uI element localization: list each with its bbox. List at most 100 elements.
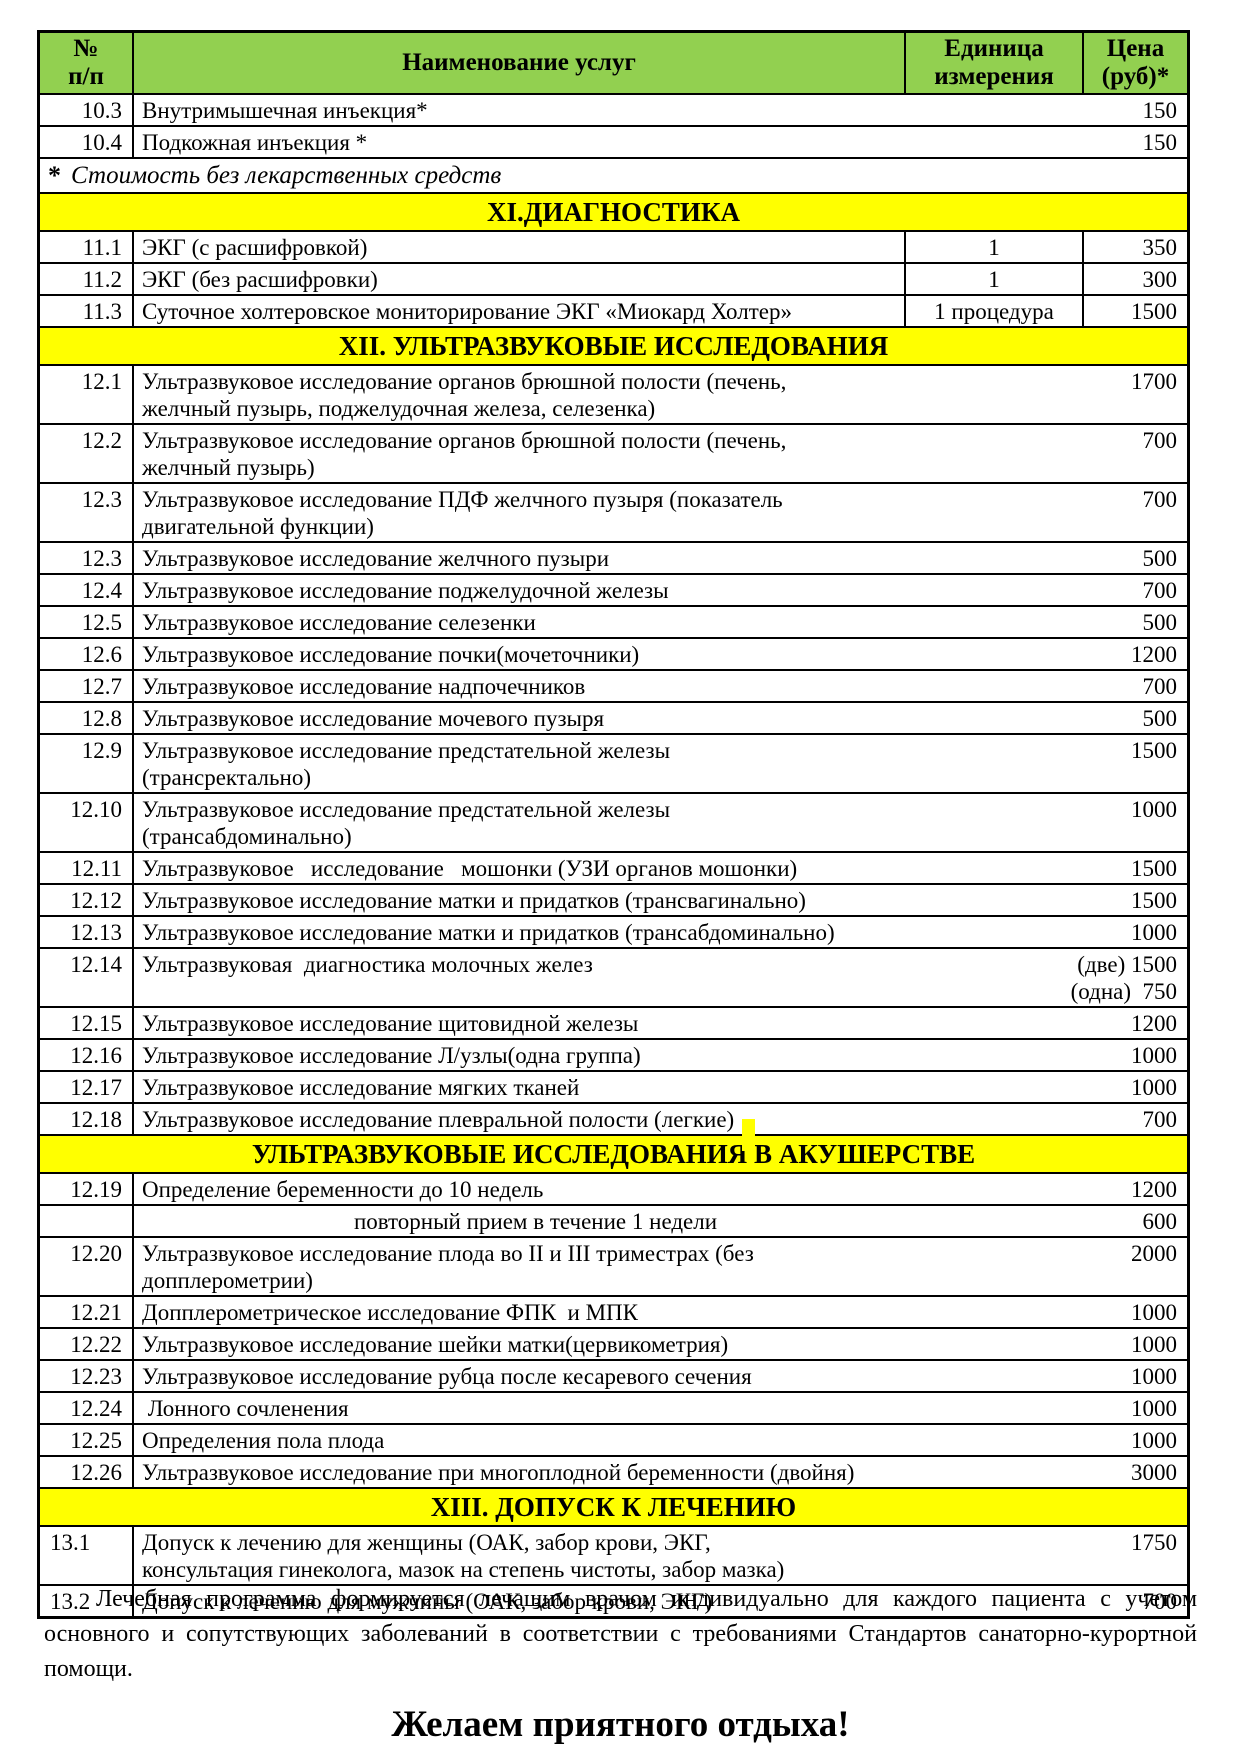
service-row: 12.10 Ультразвуковое исследование предста… (40, 794, 1187, 853)
price-cell: 1500 (1131, 888, 1177, 913)
service-row: 12.8 Ультразвуковое исследование мочевого… (40, 703, 1187, 735)
service-name-cell: Внутримышечная инъекция* (132, 95, 904, 125)
service-row: 12.2 Ультразвуковое исследование органов … (40, 425, 1187, 484)
service-name-cell: ЭКГ (без расшифровки) (132, 264, 904, 294)
service-row: 12.1 Ультразвуковое исследование органов … (40, 366, 1187, 425)
row-number-cell: 12.7 (81, 674, 122, 699)
price-cell: 700 (1142, 578, 1178, 603)
service-name-cell: Допуск к лечению для женщины (ОАК, забор… (132, 1527, 937, 1584)
row-number-cell: 12.22 (70, 1332, 122, 1357)
price-cell: 2000 (1131, 1241, 1177, 1266)
price-cell: 1000 (1131, 1300, 1177, 1325)
service-row: 12.12 Ультразвуковое исследование матки и… (40, 885, 1187, 917)
price-cell: 700 (1142, 487, 1178, 512)
row-number-cell: 12.4 (81, 578, 122, 603)
row-number-cell: 12.9 (81, 738, 122, 763)
row-number-cell: 12.15 (70, 1011, 122, 1036)
row-number-cell: 12.3 (81, 546, 122, 571)
row-number-cell: 12.2 (81, 428, 122, 453)
row-number-cell: 12.25 (70, 1428, 122, 1453)
service-name-cell: ЭКГ (с расшифровкой) (132, 232, 904, 262)
service-name-cell: Ультразвуковое исследование щитовидной ж… (132, 1008, 937, 1038)
price-cell: 1200 (1131, 642, 1177, 667)
service-row: 12.6 Ультразвуковое исследование почки(мо… (40, 639, 1187, 671)
price-cell: 700 (1142, 674, 1178, 699)
section-header-row: XI.ДИАГНОСТИКА (40, 194, 1187, 232)
service-name-cell: Ультразвуковое исследование матки и прид… (132, 917, 937, 947)
service-row: 12.17 Ультразвуковое исследование мягких … (40, 1072, 1187, 1104)
row-number-cell: 13.1 (50, 1530, 91, 1555)
table-body: 10.3 Внутримышечная инъекция* 150 10.4 Подко… (40, 95, 1187, 1616)
price-cell: 1000 (1131, 1364, 1177, 1389)
price-cell: 600 (1142, 1209, 1178, 1234)
service-row: 12.4 Ультразвуковое исследование поджелуд… (40, 575, 1187, 607)
unit-cell: 1 процедура (904, 296, 1082, 326)
service-row: 12.25 Определения пола плода 1000 (40, 1425, 1187, 1457)
footer-paragraph: Лечебная программа формируется лечащим в… (44, 1586, 1197, 1682)
row-number-cell (40, 1206, 132, 1236)
service-name-cell: Ультразвуковое исследование матки и прид… (132, 885, 937, 915)
service-name-cell: Ультразвуковое исследование плода во II … (132, 1238, 937, 1295)
service-name-cell: Допплерометрическое исследование ФПК и М… (132, 1297, 937, 1327)
price-cell: 3000 (1131, 1460, 1177, 1485)
service-row: 12.21 Допплерометрическое исследование ФП… (40, 1297, 1187, 1329)
service-name-cell: Ультразвуковое исследование органов брюш… (132, 366, 937, 423)
price-cell: 500 (1142, 546, 1178, 571)
row-number-cell: 12.26 (70, 1460, 122, 1485)
row-number-cell: 12.16 (70, 1043, 122, 1068)
service-row: 12.11 Ультразвуковое исследование мошонки… (40, 853, 1187, 885)
service-name-cell: Ультразвуковое исследование рубца после … (132, 1361, 937, 1391)
service-name-cell: Ультразвуковое исследование органов брюш… (132, 425, 937, 482)
service-row: 12.7 Ультразвуковое исследование надпочеч… (40, 671, 1187, 703)
price-cell: 150 (1142, 130, 1178, 155)
row-number-cell: 12.17 (70, 1075, 122, 1100)
price-cell: (две) 1500 (одна) 750 (1070, 952, 1177, 1004)
service-row: 12.14 Ультразвуковая диагностика молочных… (40, 949, 1187, 1008)
row-number-cell: 12.12 (70, 888, 122, 913)
service-row: 12.5 Ультразвуковое исследование селезенк… (40, 607, 1187, 639)
highlight-artifact (741, 1119, 755, 1151)
unit-cell: 1 (904, 232, 1082, 262)
row-number-cell: 10.3 (81, 98, 122, 123)
service-name-cell: Определение беременности до 10 недель (132, 1174, 937, 1204)
footer-note: Лечебная программа формируется лечащим в… (0, 1542, 1241, 1746)
price-cell: 500 (1142, 610, 1178, 635)
service-name-cell: Ультразвуковое исследование надпочечнико… (132, 671, 937, 701)
price-cell: 1000 (1131, 797, 1177, 822)
price-cell: 700 (1142, 1107, 1178, 1132)
service-name-cell: Ультразвуковое исследование желчного пуз… (132, 543, 937, 573)
service-row: 11.1 ЭКГ (с расшифровкой) 1 350 (40, 232, 1187, 264)
row-number-cell: 12.21 (70, 1300, 122, 1325)
price-cell: 1000 (1131, 1075, 1177, 1100)
price-cell: 1200 (1131, 1177, 1177, 1202)
column-header-price: Цена (руб)* (1082, 33, 1187, 93)
price-cell: 1000 (1131, 1396, 1177, 1421)
service-name-cell: Ультразвуковое исследование мошонки (УЗИ… (132, 853, 937, 883)
service-name-cell: Ультразвуковое исследование предстательн… (132, 794, 937, 851)
row-number-cell: 12.24 (70, 1396, 122, 1421)
service-row: повторный прием в течение 1 недели 600 (40, 1206, 1187, 1238)
service-name-cell: повторный прием в течение 1 недели (132, 1206, 937, 1236)
service-row: 12.16 Ультразвуковое исследование Л/узлы(… (40, 1040, 1187, 1072)
row-number-cell: 12.6 (81, 642, 122, 667)
row-number-cell: 12.23 (70, 1364, 122, 1389)
section-title: УЛЬТРАЗВУКОВЫЕ ИССЛЕДОВАНИЯ В АКУШЕРСТВЕ (251, 1139, 976, 1169)
price-cell: 1000 (1131, 1428, 1177, 1453)
service-name-cell: Ультразвуковое исследование мягких ткане… (132, 1072, 937, 1102)
section-title: XI.ДИАГНОСТИКА (487, 197, 740, 227)
price-cell: 1750 (1131, 1530, 1177, 1555)
row-number-cell: 13.2 (50, 1589, 91, 1614)
service-row: 12.3 Ультразвуковое исследование желчного… (40, 543, 1187, 575)
price-cell: 350 (1082, 232, 1187, 262)
service-name-cell: Ультразвуковое исследование селезенки (132, 607, 937, 637)
row-number-cell: 11.2 (82, 267, 122, 292)
section-title: XII. УЛЬТРАЗВУКОВЫЕ ИССЛЕДОВАНИЯ (338, 331, 889, 361)
service-row: 10.3 Внутримышечная инъекция* 150 (40, 95, 1187, 127)
service-name-cell: Ультразвуковое исследование предстательн… (132, 735, 937, 792)
service-row: 12.3 Ультразвуковое исследование ПДФ желч… (40, 484, 1187, 543)
service-row: 13.2 Допуск к лечению для мужчины (ОАК, з… (40, 1586, 1187, 1616)
service-row: 12.20 Ультразвуковое исследование плода в… (40, 1238, 1187, 1297)
service-name-cell: Ультразвуковое исследование плевральной … (132, 1104, 937, 1134)
service-name-cell: Суточное холтеровское мониторирование ЭК… (132, 296, 904, 326)
footnote-asterisk: * (48, 160, 61, 190)
